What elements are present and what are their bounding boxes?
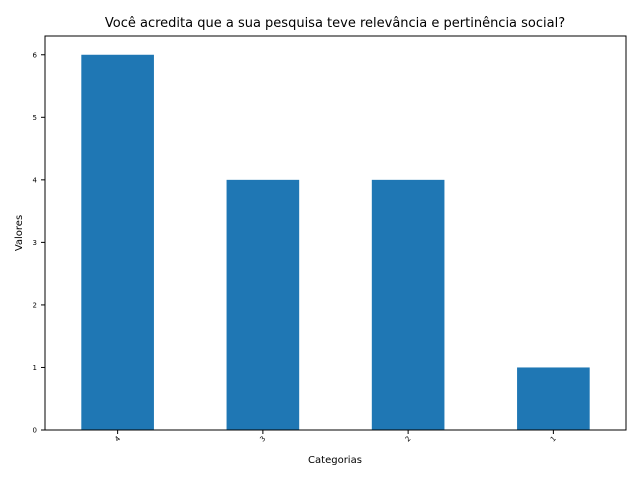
bar-3 <box>226 179 300 430</box>
y-tick-label: 2 <box>33 301 37 309</box>
x-tick-label: 1 <box>549 435 558 444</box>
y-tick-label: 3 <box>33 239 37 247</box>
y-tick-label: 4 <box>33 176 38 184</box>
x-axis-ticks: 4 3 2 1 <box>113 430 558 444</box>
y-tick-label: 1 <box>33 364 37 372</box>
y-axis-label: Valores <box>14 215 25 251</box>
bar-2 <box>371 179 445 430</box>
y-tick-label: 0 <box>33 427 37 435</box>
x-axis-label: Categorias <box>308 455 362 466</box>
plot-frame <box>44 35 627 431</box>
y-tick-label: 5 <box>33 114 37 122</box>
bar-1 <box>517 367 590 430</box>
chart-title: Você acredita que a sua pesquisa teve re… <box>105 16 565 31</box>
y-axis-ticks: 0 1 2 3 4 5 6 <box>33 51 45 435</box>
x-tick-label: 3 <box>258 435 267 444</box>
bar-4 <box>81 54 154 431</box>
x-tick-label: 4 <box>113 434 122 443</box>
bars-group <box>81 54 590 431</box>
y-tick-label: 6 <box>33 51 38 59</box>
x-tick-label: 2 <box>404 435 413 444</box>
